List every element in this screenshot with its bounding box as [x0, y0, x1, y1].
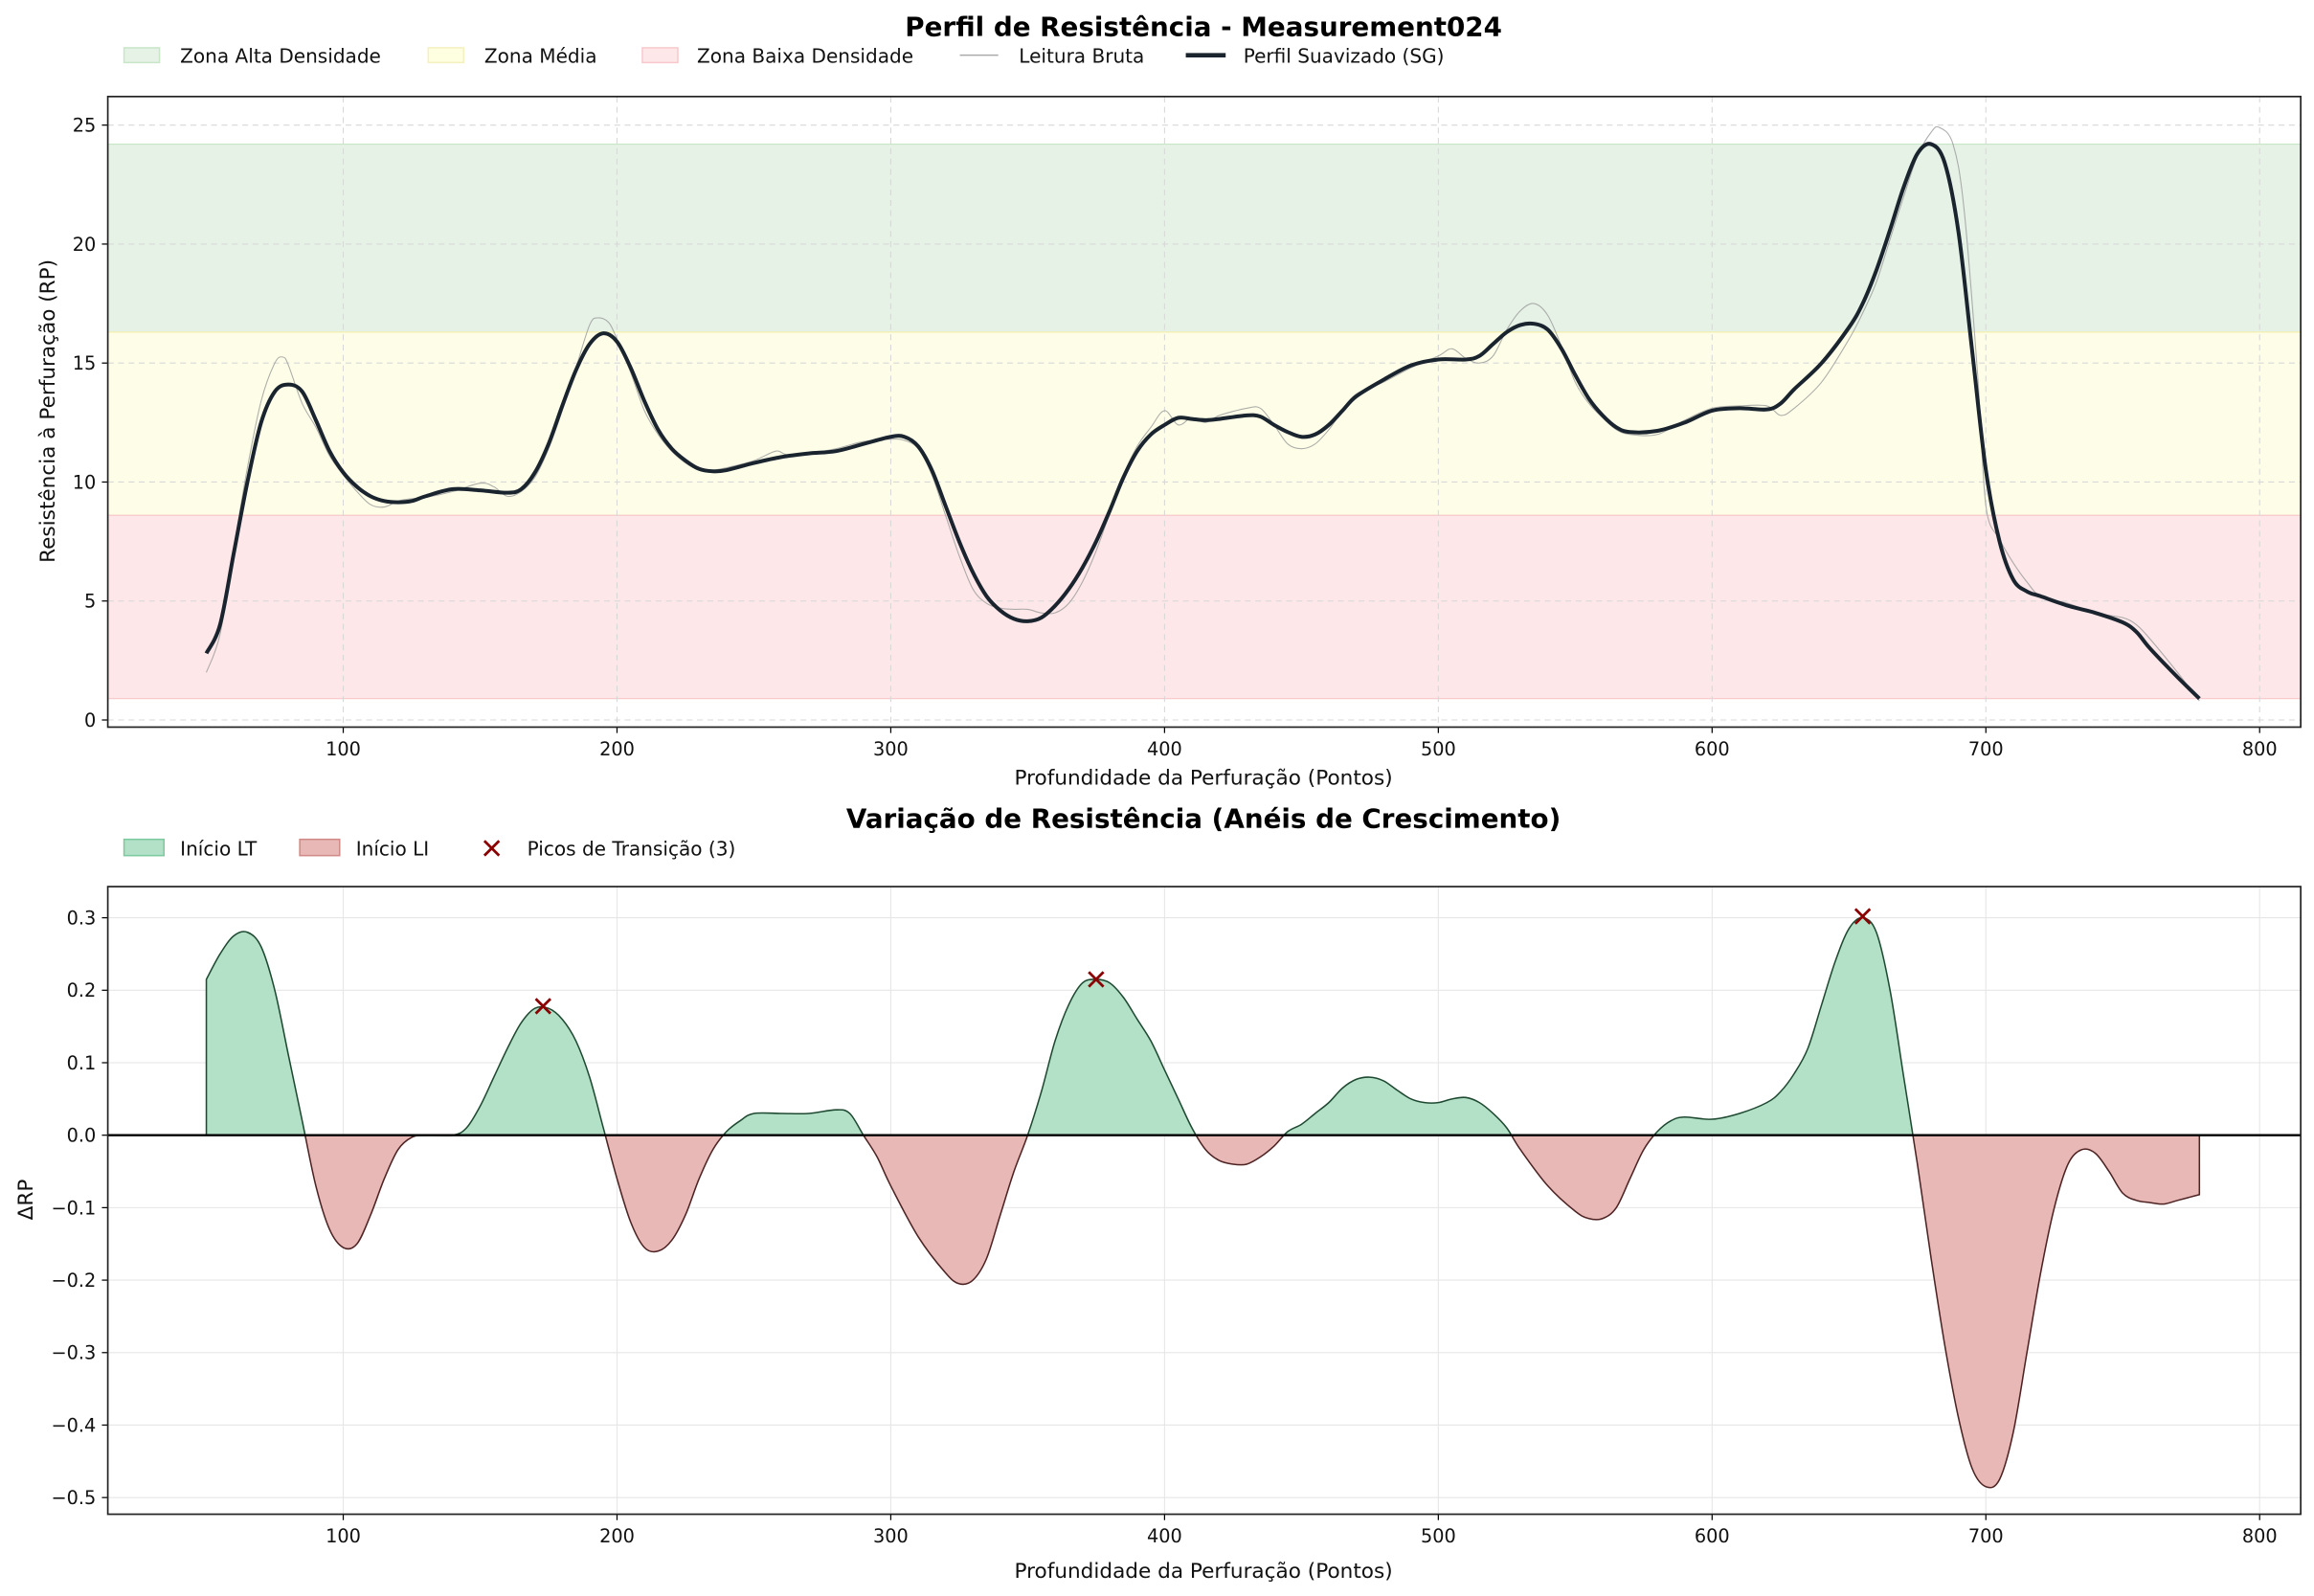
y-tick-label: −0.3 [51, 1342, 96, 1364]
y-tick-label: 0 [84, 709, 96, 731]
transition-peak-marker [1088, 971, 1105, 988]
x-tick-label: 700 [1968, 738, 2004, 760]
positive-area-edge [205, 916, 2201, 1135]
zone-low-density-band [106, 514, 2302, 700]
legend-label-raw: Leitura Bruta [1019, 44, 1144, 67]
y-tick-label: 10 [73, 471, 97, 493]
y-tick-label: 15 [73, 352, 97, 374]
x-tick-label: 100 [326, 1525, 361, 1547]
y-tick-label: 0.2 [67, 979, 97, 1001]
negative-area-inicio-li [304, 1135, 2200, 1488]
legend-label-peaks: Picos de Transição (3) [528, 838, 736, 861]
x-tick-label: 200 [599, 1525, 635, 1547]
x-tick-label: 300 [873, 738, 909, 760]
bottom-y-axis-label: ΔRP [14, 1180, 38, 1221]
x-tick-label: 800 [2242, 1525, 2278, 1547]
positive-area-inicio-lt [206, 917, 2200, 1135]
negative-area-edge [205, 1135, 2201, 1489]
x-tick-label: 200 [599, 738, 635, 760]
x-tick-label: 600 [1695, 1525, 1730, 1547]
y-tick-label: −0.2 [51, 1270, 96, 1292]
legend-label-smooth: Perfil Suavizado (SG) [1244, 44, 1445, 67]
bottom-plot-area: 100 200 300 400 500 600 700 800 −0.5 −0.4 −0.3 −0.2… [51, 886, 2302, 1547]
top-y-axis-label: Resistência à Perfuração (RP) [36, 259, 60, 563]
y-tick-label: 25 [73, 115, 97, 137]
bottom-axes-frame [106, 886, 2302, 1516]
top-legend: Zona Alta Densidade Zona Média Zona Baix… [123, 44, 1445, 67]
transition-peak-marker [534, 998, 551, 1015]
x-tick-label: 400 [1147, 738, 1182, 760]
legend-swatch-inicio-lt [123, 838, 165, 857]
top-x-axis-label: Profundidade da Perfuração (Pontos) [1015, 767, 1393, 791]
top-axes-frame [106, 95, 2302, 729]
x-tick-label: 600 [1695, 738, 1730, 760]
legend-swatch-zone-mid [427, 47, 465, 64]
bottom-chart-title: Variação de Resistência (Anéis de Cresci… [846, 802, 1561, 834]
legend-swatch-zone-low [641, 47, 679, 64]
legend-label-zone-low: Zona Baixa Densidade [697, 44, 913, 67]
y-tick-label: 5 [84, 591, 96, 613]
legend-label-zone-high: Zona Alta Densidade [180, 44, 381, 67]
x-tick-label: 300 [873, 1525, 909, 1547]
transition-peak-marker [1853, 908, 1872, 925]
x-tick-label: 500 [1421, 738, 1456, 760]
x-tick-label: 800 [2242, 738, 2278, 760]
x-tick-label: 700 [1968, 1525, 2004, 1547]
y-tick-label: 0.1 [67, 1052, 97, 1074]
x-tick-label: 400 [1147, 1525, 1182, 1547]
y-tick-label: −0.4 [51, 1414, 96, 1436]
bottom-x-axis-label: Profundidade da Perfuração (Pontos) [1015, 1560, 1393, 1584]
bottom-legend: Início LT Início LI Picos de Transição (… [123, 838, 736, 861]
smoothed-profile-line [204, 142, 2201, 701]
x-tick-label: 100 [326, 738, 361, 760]
legend-swatch-inicio-li [299, 838, 341, 857]
top-plot-area: 100 200 300 400 500 600 700 800 0 5 10 15 20 25 [73, 95, 2302, 760]
y-tick-label: 0.0 [67, 1125, 97, 1147]
top-chart-title: Perfil de Resistência - Measurement024 [905, 11, 1502, 43]
legend-label-inicio-lt: Início LT [180, 838, 258, 861]
y-tick-label: −0.1 [51, 1197, 96, 1219]
x-tick-label: 500 [1421, 1525, 1456, 1547]
legend-label-zone-mid: Zona Média [484, 44, 597, 67]
legend-swatch-zone-high [123, 47, 161, 64]
y-tick-label: 20 [73, 234, 97, 256]
raw-reading-line [206, 125, 2200, 702]
legend-label-inicio-li: Início LI [356, 838, 429, 861]
y-tick-label: −0.5 [51, 1487, 96, 1509]
y-tick-label: 0.3 [67, 908, 97, 930]
legend-marker-peak-x [483, 840, 501, 857]
